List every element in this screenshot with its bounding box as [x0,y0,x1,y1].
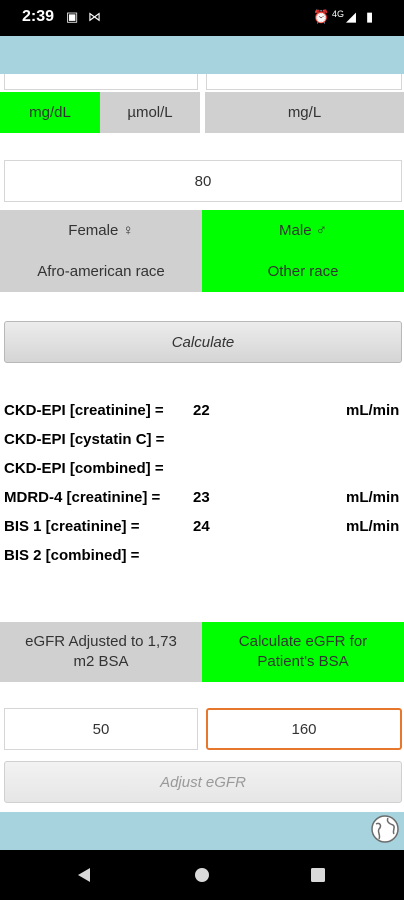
result-row-ckd-epi-cystatin: CKD-EPI [cystatin C] = [0,425,404,453]
other-race-option[interactable]: Other race [202,251,404,292]
sim-icon: ⋈ [88,9,101,24]
result-label: BIS 2 [combined] = [4,547,140,564]
bottom-bar [0,812,404,850]
photo-icon: ▣ [66,9,79,24]
age-input[interactable]: 80 [4,160,402,202]
signal-icon: ◢ [346,9,356,24]
result-row-ckd-epi-creatinine: CKD-EPI [creatinine] = 22 mL/min [0,396,404,424]
adjust-egfr-button[interactable]: Adjust eGFR [4,761,402,803]
male-option[interactable]: Male ♂ [202,210,404,251]
egfr-adjusted-option[interactable]: eGFR Adjusted to 1,73 m2 BSA [0,622,202,682]
result-label: CKD-EPI [cystatin C] = [4,431,165,448]
result-row-bis-2: BIS 2 [combined] = [0,541,404,569]
unit-mgdl-button[interactable]: mg/dL [0,92,100,133]
network-type: 4G [332,9,345,19]
cystatin-input[interactable] [206,74,402,90]
result-unit: mL/min [346,518,400,535]
status-time: 2:39 [22,8,55,25]
height-input[interactable]: 160 [206,708,402,750]
result-value: 23 [193,489,210,506]
result-value: 24 [193,518,210,535]
result-label: CKD-EPI [combined] = [4,460,164,477]
egfr-patient-bsa-option[interactable]: Calculate eGFR for Patient's BSA [202,622,404,682]
calculate-button[interactable]: Calculate [4,321,402,363]
result-unit: mL/min [346,489,400,506]
result-label: MDRD-4 [creatinine] = [4,489,161,506]
battery-icon: ▮ [366,9,374,24]
result-value: 22 [193,402,210,419]
female-option[interactable]: Female ♀ [0,210,202,251]
top-app-bar [0,36,404,74]
weight-input[interactable]: 50 [4,708,198,750]
navigation-bar [0,850,404,900]
results-list: CKD-EPI [creatinine] = 22 mL/min CKD-EPI… [0,396,404,576]
result-label: BIS 1 [creatinine] = [4,518,140,535]
unit-mgl-button[interactable]: mg/L [205,92,404,133]
unit-umoll-button[interactable]: µmol/L [100,92,200,133]
result-row-ckd-epi-combined: CKD-EPI [combined] = [0,454,404,482]
globe-icon[interactable] [370,814,400,844]
status-bar: 2:39 ▣ ⋈ ⏰ 4G ◢ ▮ [0,0,404,36]
back-icon[interactable] [76,867,92,883]
result-row-mdrd-4: MDRD-4 [creatinine] = 23 mL/min [0,483,404,511]
afro-american-race-option[interactable]: Afro-american race [0,251,202,292]
creatinine-input[interactable] [4,74,198,90]
recents-icon[interactable] [311,868,325,882]
result-label: CKD-EPI [creatinine] = [4,402,164,419]
result-unit: mL/min [346,402,400,419]
result-row-bis-1: BIS 1 [creatinine] = 24 mL/min [0,512,404,540]
alarm-icon: ⏰ [313,9,330,24]
home-icon[interactable] [194,867,210,883]
